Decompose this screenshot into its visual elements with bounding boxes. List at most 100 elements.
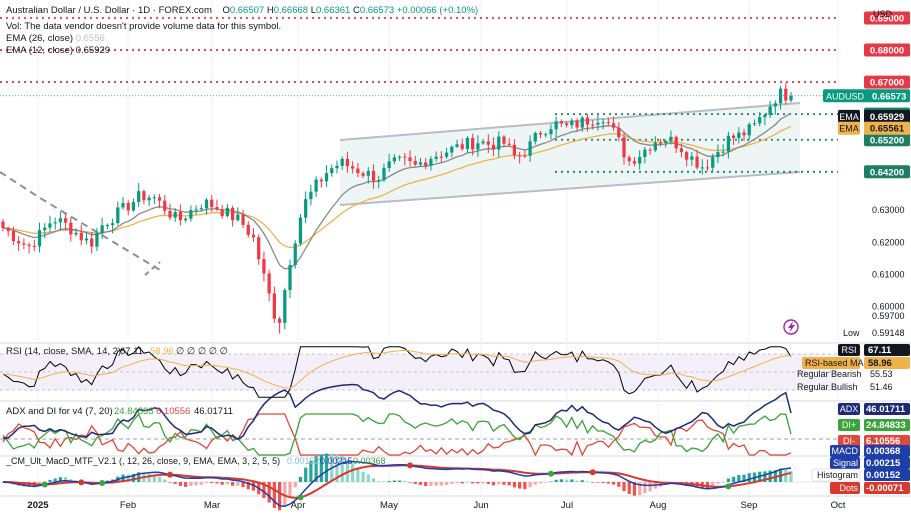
- candle-16[interactable]: [84, 232, 89, 245]
- candle-31[interactable]: [163, 195, 167, 215]
- candle-101[interactable]: [528, 135, 532, 163]
- candle-13[interactable]: [69, 216, 73, 242]
- candle-92[interactable]: [481, 138, 485, 145]
- candle-49[interactable]: [257, 234, 261, 265]
- candle-111[interactable]: [580, 115, 584, 132]
- candle-124[interactable]: [648, 147, 652, 155]
- candle-89[interactable]: [465, 136, 470, 153]
- candle-63[interactable]: [330, 164, 334, 177]
- candle-22[interactable]: [116, 201, 120, 226]
- candle-148[interactable]: [773, 100, 777, 115]
- candle-62[interactable]: [324, 165, 329, 187]
- candle-73[interactable]: [382, 163, 386, 183]
- candle-149[interactable]: [778, 85, 783, 110]
- candle-11[interactable]: [58, 211, 63, 230]
- candle-12[interactable]: [64, 213, 68, 231]
- candle-46[interactable]: [241, 209, 245, 229]
- candle-58[interactable]: [304, 191, 308, 224]
- candle-47[interactable]: [246, 221, 250, 238]
- candle-151[interactable]: [789, 92, 793, 103]
- candle-53[interactable]: [277, 316, 282, 334]
- candle-35[interactable]: [184, 216, 188, 223]
- candle-17[interactable]: [90, 231, 94, 254]
- candle-39[interactable]: [204, 197, 209, 215]
- candle-128[interactable]: [669, 130, 673, 145]
- candle-131[interactable]: [685, 150, 689, 167]
- candle-107[interactable]: [559, 119, 564, 128]
- candle-83[interactable]: [434, 151, 438, 162]
- candle-119[interactable]: [622, 132, 626, 165]
- candle-95[interactable]: [497, 131, 501, 158]
- candle-25[interactable]: [131, 198, 136, 212]
- candle-126[interactable]: [658, 138, 663, 147]
- candle-98[interactable]: [512, 139, 517, 160]
- candle-7[interactable]: [37, 222, 42, 253]
- candle-59[interactable]: [309, 184, 313, 206]
- ema12-legend[interactable]: EMA (12, close) 0.65929: [6, 45, 110, 56]
- candle-68[interactable]: [356, 162, 360, 178]
- candle-106[interactable]: [554, 116, 558, 138]
- candle-55[interactable]: [288, 259, 292, 299]
- candle-27[interactable]: [142, 189, 146, 205]
- candle-48[interactable]: [251, 228, 256, 243]
- candle-117[interactable]: [611, 116, 616, 131]
- candle-30[interactable]: [157, 193, 162, 209]
- candle-88[interactable]: [460, 138, 464, 151]
- candle-144[interactable]: [752, 119, 757, 127]
- candle-102[interactable]: [533, 131, 537, 145]
- candle-129[interactable]: [674, 135, 678, 154]
- candle-24[interactable]: [126, 200, 130, 216]
- candle-36[interactable]: [189, 205, 193, 222]
- candle-51[interactable]: [267, 269, 271, 302]
- candle-132[interactable]: [690, 152, 694, 166]
- candle-90[interactable]: [471, 133, 475, 156]
- lightning-icon[interactable]: [783, 319, 799, 335]
- symbol-title[interactable]: Australian Dollar / U.S. Dollar · 1D · F…: [6, 5, 212, 16]
- candle-20[interactable]: [105, 223, 109, 230]
- candle-146[interactable]: [763, 113, 767, 126]
- candle-15[interactable]: [79, 224, 83, 246]
- candle-109[interactable]: [570, 118, 574, 129]
- candle-29[interactable]: [152, 194, 156, 205]
- candle-3[interactable]: [17, 235, 21, 252]
- candle-72[interactable]: [377, 175, 381, 189]
- candle-114[interactable]: [596, 115, 600, 131]
- candle-57[interactable]: [298, 214, 303, 246]
- candle-66[interactable]: [345, 151, 350, 173]
- candle-79[interactable]: [413, 155, 417, 167]
- candle-134[interactable]: [700, 159, 704, 175]
- candle-96[interactable]: [502, 135, 506, 148]
- candle-136[interactable]: [711, 153, 715, 172]
- candle-143[interactable]: [747, 122, 751, 140]
- candle-86[interactable]: [450, 145, 454, 158]
- candle-82[interactable]: [429, 155, 433, 171]
- candle-91[interactable]: [476, 135, 480, 157]
- candle-87[interactable]: [455, 139, 459, 149]
- candle-81[interactable]: [424, 157, 428, 170]
- candle-1[interactable]: [6, 226, 10, 237]
- candle-32[interactable]: [168, 203, 172, 221]
- candle-99[interactable]: [518, 151, 522, 164]
- candle-14[interactable]: [74, 228, 78, 237]
- candle-103[interactable]: [538, 130, 543, 138]
- currency-label[interactable]: USD: [873, 9, 893, 19]
- candle-80[interactable]: [418, 157, 423, 167]
- candle-67[interactable]: [351, 161, 355, 174]
- candle-115[interactable]: [601, 118, 605, 130]
- candle-8[interactable]: [43, 223, 47, 239]
- candle-140[interactable]: [731, 133, 736, 145]
- candle-9[interactable]: [48, 215, 52, 232]
- candle-93[interactable]: [486, 134, 490, 154]
- ema26-legend[interactable]: EMA (26, close) 0.6556: [6, 33, 105, 44]
- candle-34[interactable]: [178, 204, 183, 226]
- candle-45[interactable]: [236, 207, 240, 222]
- candle-70[interactable]: [366, 167, 370, 184]
- candle-5[interactable]: [27, 242, 31, 254]
- candle-21[interactable]: [110, 218, 115, 234]
- candle-100[interactable]: [523, 150, 527, 159]
- candle-130[interactable]: [679, 143, 684, 158]
- candle-61[interactable]: [319, 177, 323, 188]
- candle-125[interactable]: [653, 136, 657, 153]
- candle-38[interactable]: [199, 204, 203, 211]
